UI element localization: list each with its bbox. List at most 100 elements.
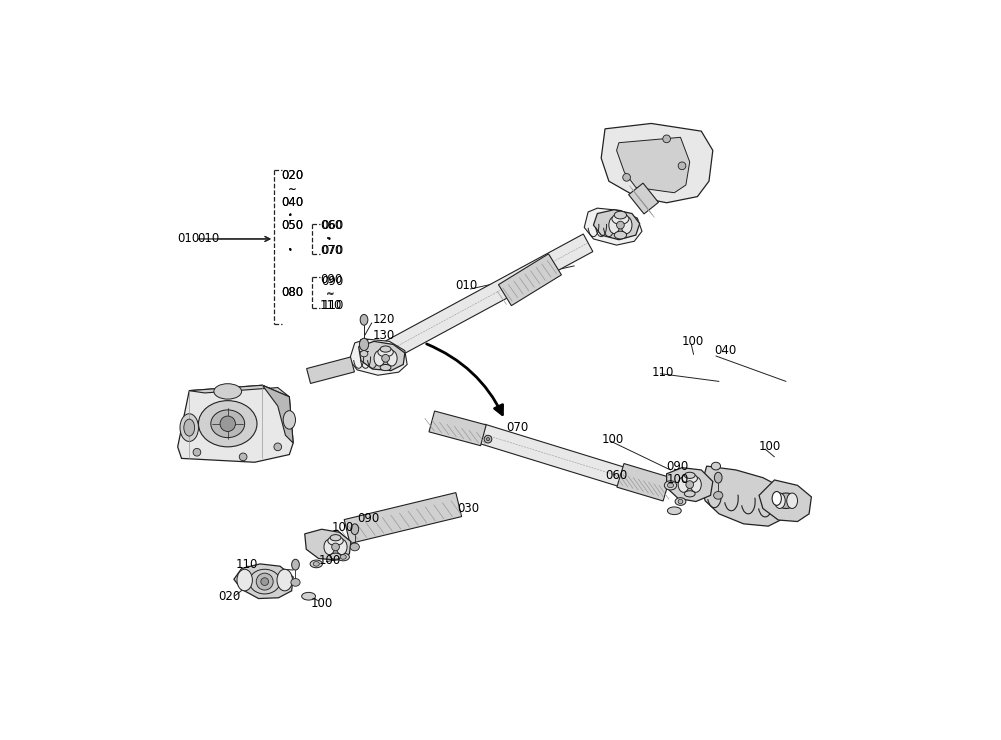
Ellipse shape: [350, 543, 359, 551]
Ellipse shape: [301, 593, 315, 600]
Ellipse shape: [679, 477, 689, 492]
Text: 110: 110: [652, 366, 674, 379]
Polygon shape: [358, 341, 404, 371]
Text: 130: 130: [372, 329, 394, 342]
Ellipse shape: [374, 351, 384, 366]
Polygon shape: [702, 466, 788, 526]
Ellipse shape: [381, 354, 389, 362]
Text: •: •: [288, 213, 291, 219]
Ellipse shape: [313, 562, 319, 566]
Text: 040: 040: [715, 344, 737, 357]
Ellipse shape: [685, 472, 695, 479]
Ellipse shape: [623, 173, 631, 181]
Ellipse shape: [486, 437, 489, 441]
Text: •: •: [288, 246, 292, 255]
Ellipse shape: [220, 416, 235, 431]
Ellipse shape: [772, 491, 782, 505]
Ellipse shape: [184, 419, 194, 436]
Polygon shape: [759, 480, 812, 522]
Text: 070: 070: [507, 421, 529, 434]
Ellipse shape: [610, 218, 632, 233]
Ellipse shape: [612, 214, 629, 224]
Ellipse shape: [615, 211, 627, 219]
Ellipse shape: [685, 491, 695, 497]
Text: 080: 080: [281, 286, 303, 300]
Ellipse shape: [380, 346, 391, 352]
Text: 100: 100: [311, 596, 333, 610]
Ellipse shape: [715, 472, 722, 483]
Text: 040: 040: [281, 196, 304, 209]
Ellipse shape: [277, 569, 292, 591]
Ellipse shape: [386, 351, 397, 366]
Ellipse shape: [211, 410, 244, 437]
Ellipse shape: [679, 500, 683, 504]
Ellipse shape: [615, 231, 627, 239]
Text: 050: 050: [281, 219, 303, 232]
Ellipse shape: [330, 553, 341, 559]
Ellipse shape: [249, 569, 280, 594]
Text: 100: 100: [331, 521, 354, 534]
Polygon shape: [617, 463, 670, 501]
Ellipse shape: [336, 539, 347, 555]
Text: 030: 030: [457, 502, 479, 515]
Text: ∼: ∼: [288, 184, 296, 194]
Ellipse shape: [325, 540, 345, 554]
Ellipse shape: [261, 578, 268, 585]
Text: ∼: ∼: [325, 288, 334, 297]
Polygon shape: [585, 208, 642, 245]
Ellipse shape: [274, 443, 281, 451]
Text: 100: 100: [667, 474, 689, 486]
Ellipse shape: [686, 481, 694, 488]
Ellipse shape: [380, 365, 391, 371]
Ellipse shape: [668, 483, 674, 488]
Ellipse shape: [775, 493, 785, 508]
Ellipse shape: [682, 474, 698, 483]
Text: 070: 070: [320, 244, 342, 257]
Text: 060: 060: [605, 469, 628, 482]
Polygon shape: [617, 138, 690, 192]
Polygon shape: [498, 254, 562, 306]
Ellipse shape: [310, 560, 322, 568]
Text: 020: 020: [281, 169, 304, 181]
Polygon shape: [262, 386, 293, 443]
Ellipse shape: [714, 491, 723, 500]
Text: 060: 060: [321, 219, 344, 232]
Ellipse shape: [214, 384, 241, 399]
Ellipse shape: [239, 453, 247, 461]
Polygon shape: [349, 339, 407, 375]
Text: 110: 110: [235, 558, 258, 571]
Ellipse shape: [375, 352, 395, 366]
Ellipse shape: [359, 338, 368, 351]
Ellipse shape: [663, 135, 671, 143]
Ellipse shape: [330, 534, 341, 541]
Ellipse shape: [360, 351, 368, 357]
Polygon shape: [178, 386, 293, 462]
Ellipse shape: [328, 536, 343, 545]
Ellipse shape: [237, 569, 252, 591]
Ellipse shape: [180, 414, 198, 442]
Polygon shape: [306, 357, 354, 383]
Text: 090: 090: [667, 460, 689, 473]
Polygon shape: [377, 234, 593, 363]
Ellipse shape: [775, 493, 797, 508]
Text: 110: 110: [320, 300, 342, 312]
Text: 020: 020: [218, 591, 240, 604]
Ellipse shape: [331, 543, 339, 551]
Text: •: •: [325, 236, 329, 242]
Text: 070: 070: [321, 244, 344, 257]
Text: •: •: [326, 235, 331, 244]
Polygon shape: [478, 424, 628, 487]
Text: •: •: [288, 247, 291, 254]
Text: ∼: ∼: [326, 289, 335, 300]
Polygon shape: [429, 411, 486, 445]
Text: 060: 060: [320, 219, 342, 232]
Polygon shape: [602, 124, 713, 203]
Ellipse shape: [691, 477, 702, 492]
Polygon shape: [189, 386, 289, 397]
Polygon shape: [304, 529, 351, 560]
Text: 050: 050: [281, 219, 303, 232]
Text: 010: 010: [197, 232, 219, 246]
Text: 090: 090: [320, 273, 342, 286]
Ellipse shape: [378, 348, 393, 357]
Ellipse shape: [351, 524, 358, 534]
